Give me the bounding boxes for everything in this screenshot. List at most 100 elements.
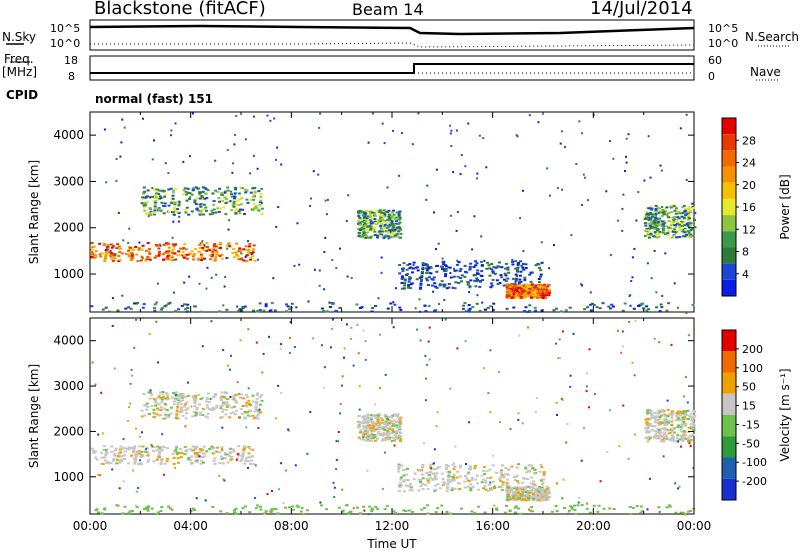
data-cell: [220, 191, 224, 194]
data-cell: [653, 421, 657, 424]
data-cell: [397, 416, 401, 419]
data-cell: [663, 422, 667, 425]
data-cell: [466, 485, 470, 488]
data-cell: [173, 187, 177, 190]
noise-cell: [358, 385, 361, 388]
data-cell: [107, 251, 111, 254]
data-cell: [183, 187, 187, 190]
data-cell: [517, 491, 521, 494]
noise-cell: [238, 417, 241, 419]
data-cell: [372, 433, 376, 436]
freq-panel: [89, 55, 695, 81]
data-cell: [380, 417, 383, 420]
data-cell: [225, 403, 229, 406]
data-cell: [148, 248, 151, 250]
data-cell: [646, 232, 650, 235]
data-cell: [181, 399, 185, 402]
data-cell: [403, 279, 407, 282]
data-cell: [419, 485, 423, 488]
noise-cell: [534, 411, 537, 413]
data-cell: [406, 479, 410, 482]
data-cell: [145, 212, 149, 214]
data-cell: [480, 264, 484, 267]
noise-cell: [171, 508, 174, 511]
data-cell: [370, 414, 373, 417]
noise-cell: [622, 404, 625, 407]
data-cell: [184, 211, 188, 214]
data-cell: [383, 215, 387, 218]
data-cell: [189, 253, 193, 255]
data-cell: [453, 269, 457, 272]
noise-cell: [210, 276, 213, 279]
data-cell: [254, 207, 258, 210]
data-cell: [137, 248, 141, 251]
data-cell: [153, 256, 157, 259]
data-cell: [521, 488, 525, 491]
noise-cell: [331, 318, 334, 321]
data-cell: [530, 296, 534, 299]
noise-cell: [357, 352, 360, 355]
data-cell: [233, 394, 237, 397]
data-cell: [538, 486, 541, 488]
noise-cell: [142, 117, 144, 120]
noise-cell: [204, 499, 207, 502]
data-cell: [670, 416, 674, 419]
data-cell: [215, 450, 219, 453]
data-cell: [435, 472, 439, 475]
data-cell: [670, 236, 674, 239]
data-cell: [132, 248, 135, 251]
data-cell: [648, 230, 652, 233]
data-cell: [682, 437, 685, 440]
noise-cell: [435, 168, 438, 171]
data-cell: [205, 242, 209, 244]
data-cell: [500, 276, 504, 279]
data-cell: [663, 414, 667, 417]
noise-cell: [581, 132, 584, 135]
data-cell: [379, 215, 383, 218]
noise-cell: [567, 511, 570, 514]
data-cell: [367, 440, 371, 442]
data-cell: [232, 405, 236, 408]
ground-cell: [495, 508, 499, 511]
x-tick-label: 00:00: [677, 519, 712, 533]
data-cell: [689, 233, 693, 236]
data-cell: [363, 430, 367, 433]
data-cell: [260, 207, 264, 210]
data-cell: [427, 481, 431, 484]
noise-cell: [540, 241, 543, 244]
data-cell: [359, 210, 363, 213]
data-cell: [506, 486, 510, 489]
data-cell: [378, 218, 382, 221]
data-cell: [90, 248, 94, 251]
data-cell: [147, 250, 151, 253]
ground-cell: [463, 302, 467, 304]
noise-cell: [424, 399, 427, 402]
data-cell: [117, 255, 121, 257]
data-cell: [502, 473, 506, 476]
data-cell: [455, 269, 459, 272]
data-cell: [469, 483, 473, 486]
data-cell: [158, 250, 161, 253]
ground-cell: [534, 309, 538, 312]
data-cell: [524, 491, 528, 494]
ground-cell: [689, 510, 692, 512]
data-cell: [666, 215, 670, 218]
data-cell: [544, 491, 548, 494]
noise-cell: [384, 373, 387, 376]
data-cell: [445, 466, 449, 469]
noise-cell: [578, 120, 581, 123]
data-cell: [404, 478, 408, 481]
data-cell: [185, 412, 188, 415]
data-cell: [98, 253, 102, 256]
data-cell: [496, 283, 500, 285]
data-cell: [531, 497, 535, 500]
data-cell: [387, 215, 391, 218]
noise-cell: [293, 346, 296, 348]
data-cell: [171, 194, 175, 197]
data-cell: [384, 423, 388, 426]
data-cell: [140, 454, 144, 457]
data-cell: [159, 461, 163, 464]
noise-cell: [471, 248, 474, 251]
data-cell: [117, 260, 121, 263]
data-cell: [223, 397, 227, 400]
